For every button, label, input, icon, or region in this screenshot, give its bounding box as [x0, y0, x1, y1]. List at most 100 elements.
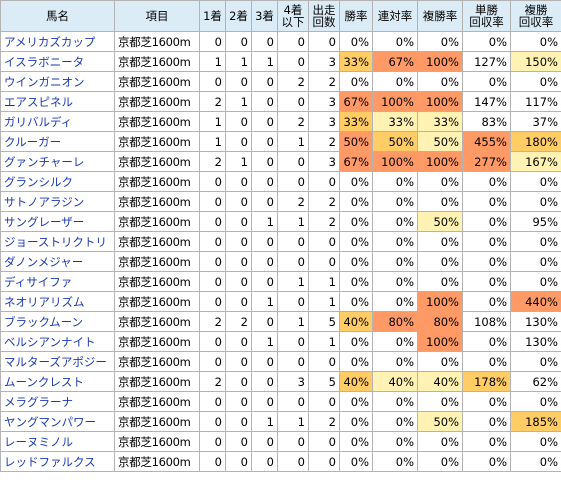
second-count-cell: 0: [225, 131, 252, 152]
horse-name-link[interactable]: メラグラーナ: [0, 391, 115, 412]
horse-name-link[interactable]: クルーガー: [0, 131, 115, 152]
win-return-cell: 0%: [462, 331, 511, 352]
win-return-cell: 83%: [462, 111, 511, 132]
course-cell: 京都芝1600m: [114, 411, 200, 432]
horse-stats-table: 馬名 項目 1着 2着 3着 4着 以下 出走 回数 勝率 連対率 複勝率 単勝 回収…: [0, 0, 561, 472]
horse-name-link[interactable]: ガリバルディ: [0, 111, 115, 132]
fourth-or-lower-cell: 1: [277, 411, 309, 432]
third-count-cell: 0: [251, 371, 278, 392]
horse-name-link[interactable]: レッドファルクス: [0, 451, 115, 472]
header-show-return: 複勝 回収率: [510, 0, 561, 32]
table-row: グランシルク 京都芝1600m 0 0 0 0 0 0% 0% 0% 0% 0%: [0, 171, 561, 192]
course-cell: 京都芝1600m: [114, 431, 200, 452]
course-cell: 京都芝1600m: [114, 111, 200, 132]
win-return-cell: 0%: [462, 451, 511, 472]
header-third: 3着: [251, 0, 278, 32]
third-count-cell: 0: [251, 271, 278, 292]
horse-name-link[interactable]: グァンチャーレ: [0, 151, 115, 172]
horse-name-link[interactable]: ヤングマンパワー: [0, 411, 115, 432]
third-count-cell: 0: [251, 251, 278, 272]
horse-name-link[interactable]: サングレーザー: [0, 211, 115, 232]
fourth-or-lower-cell: 2: [277, 111, 309, 132]
show-rate-cell: 0%: [417, 71, 463, 92]
show-return-cell: 0%: [510, 191, 561, 212]
header-item-line1: 項目: [145, 9, 169, 23]
show-return-cell: 130%: [510, 331, 561, 352]
win-return-cell: 0%: [462, 171, 511, 192]
horse-name-link[interactable]: ベルシアンナイト: [0, 331, 115, 352]
show-rate-cell: 0%: [417, 171, 463, 192]
win-rate-cell: 0%: [339, 391, 373, 412]
second-count-cell: 0: [225, 371, 252, 392]
quinella-rate-cell: 40%: [372, 371, 418, 392]
second-count-cell: 0: [225, 271, 252, 292]
horse-name-link[interactable]: イスラボニータ: [0, 51, 115, 72]
show-rate-cell: 100%: [417, 331, 463, 352]
runs-cell: 3: [308, 111, 340, 132]
fourth-or-lower-cell: 0: [277, 151, 309, 172]
first-count-cell: 2: [199, 91, 226, 112]
third-count-cell: 0: [251, 71, 278, 92]
quinella-rate-cell: 50%: [372, 131, 418, 152]
horse-name-link[interactable]: アメリカズカップ: [0, 31, 115, 52]
table-row: ディサイファ 京都芝1600m 0 0 0 1 1 0% 0% 0% 0% 0%: [0, 271, 561, 292]
header-win-return: 単勝 回収率: [462, 0, 511, 32]
win-return-cell: 0%: [462, 211, 511, 232]
third-count-cell: 0: [251, 91, 278, 112]
header-win-return-line1: 単勝: [475, 3, 498, 17]
table-row: レッドファルクス 京都芝1600m 0 0 0 0 0 0% 0% 0% 0% 0%: [0, 451, 561, 472]
horse-name-link[interactable]: ブラックムーン: [0, 311, 115, 332]
course-cell: 京都芝1600m: [114, 451, 200, 472]
horse-name-link[interactable]: ムーンクレスト: [0, 371, 115, 392]
win-return-cell: 0%: [462, 411, 511, 432]
course-cell: 京都芝1600m: [114, 251, 200, 272]
win-return-cell: 178%: [462, 371, 511, 392]
horse-name-link[interactable]: レーヌミノル: [0, 431, 115, 452]
win-return-cell: 0%: [462, 71, 511, 92]
horse-name-link[interactable]: ネオリアリズム: [0, 291, 115, 312]
horse-name-link[interactable]: ウインガニオン: [0, 71, 115, 92]
second-count-cell: 0: [225, 251, 252, 272]
second-count-cell: 0: [225, 231, 252, 252]
horse-name-link[interactable]: ダノンメジャー: [0, 251, 115, 272]
horse-name-link[interactable]: サトノアラジン: [0, 191, 115, 212]
first-count-cell: 2: [199, 151, 226, 172]
horse-name-link[interactable]: マルターズアポジー: [0, 351, 115, 372]
first-count-cell: 0: [199, 271, 226, 292]
win-return-cell: 0%: [462, 291, 511, 312]
second-count-cell: 0: [225, 411, 252, 432]
course-cell: 京都芝1600m: [114, 311, 200, 332]
course-cell: 京都芝1600m: [114, 351, 200, 372]
horse-name-link[interactable]: ディサイファ: [0, 271, 115, 292]
quinella-rate-cell: 0%: [372, 31, 418, 52]
first-count-cell: 0: [199, 31, 226, 52]
table-row: ガリバルディ 京都芝1600m 1 0 0 2 3 33% 33% 33% 83% 37%: [0, 111, 561, 132]
runs-cell: 0: [308, 391, 340, 412]
runs-cell: 3: [308, 91, 340, 112]
table-row: ヤングマンパワー 京都芝1600m 0 0 1 1 2 0% 0% 50% 0% 185%: [0, 411, 561, 432]
third-count-cell: 0: [251, 391, 278, 412]
runs-cell: 2: [308, 131, 340, 152]
first-count-cell: 0: [199, 231, 226, 252]
show-return-cell: 150%: [510, 51, 561, 72]
quinella-rate-cell: 33%: [372, 111, 418, 132]
horse-name-link[interactable]: エアスピネル: [0, 91, 115, 112]
first-count-cell: 2: [199, 311, 226, 332]
third-count-cell: 1: [251, 291, 278, 312]
fourth-or-lower-cell: 2: [277, 191, 309, 212]
second-count-cell: 0: [225, 331, 252, 352]
horse-name-link[interactable]: グランシルク: [0, 171, 115, 192]
table-row: ネオリアリズム 京都芝1600m 0 0 1 0 1 0% 0% 100% 0% 440%: [0, 291, 561, 312]
header-item: 項目: [114, 0, 200, 32]
fourth-or-lower-cell: 1: [277, 271, 309, 292]
show-rate-cell: 50%: [417, 131, 463, 152]
header-first: 1着: [199, 0, 226, 32]
fourth-or-lower-cell: 0: [277, 331, 309, 352]
third-count-cell: 0: [251, 451, 278, 472]
runs-cell: 2: [308, 211, 340, 232]
show-return-cell: 0%: [510, 391, 561, 412]
horse-name-link[interactable]: ジョーストリクトリ: [0, 231, 115, 252]
table-row: エアスピネル 京都芝1600m 2 1 0 0 3 67% 100% 100% 147% 117%: [0, 91, 561, 112]
show-rate-cell: 33%: [417, 111, 463, 132]
runs-cell: 5: [308, 311, 340, 332]
